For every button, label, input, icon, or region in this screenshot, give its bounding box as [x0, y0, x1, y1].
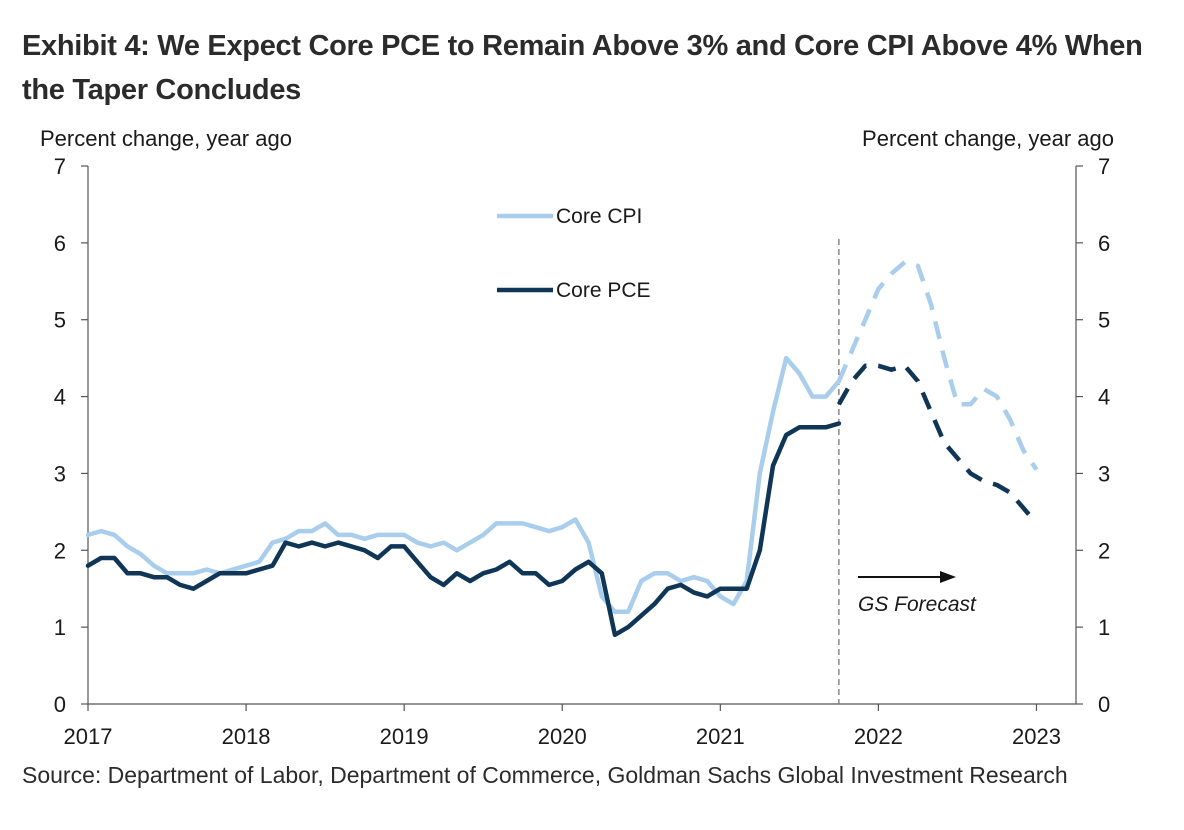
y-tick-label-left: 0 [54, 692, 66, 717]
y-axis-left-label: Percent change, year ago [40, 126, 292, 151]
y-tick-label-right: 5 [1098, 308, 1110, 333]
y-tick-label-right: 6 [1098, 231, 1110, 256]
y-tick-label-right: 7 [1098, 154, 1110, 179]
legend-group: Core CPI Core PCE [497, 205, 651, 302]
x-tick-label: 2021 [696, 724, 745, 749]
y-tick-label-right: 1 [1098, 615, 1110, 640]
y-tick-label-right: 3 [1098, 461, 1110, 486]
x-tick-label: 2017 [64, 724, 113, 749]
forecast-label: GS Forecast [858, 593, 977, 616]
source-note: Source: Department of Labor, Department … [22, 762, 1068, 788]
y-tick-label-right: 0 [1098, 692, 1110, 717]
x-tick-label: 2018 [222, 724, 271, 749]
legend-label: Core PCE [556, 279, 651, 302]
core-cpi-line [85, 355, 842, 615]
x-tick-label: 2020 [538, 724, 587, 749]
y-tick-label-left: 5 [54, 308, 66, 333]
series-group [85, 259, 1039, 638]
forecast-annotation-group: GS Forecast [858, 571, 977, 616]
x-tick-label: 2019 [380, 724, 429, 749]
y-tick-label-right: 4 [1098, 385, 1110, 410]
core-cpi-forecast-line [836, 259, 1039, 471]
axes-group: 0 0 1 1 2 2 3 3 4 4 5 5 6 6 7 7 2017 2018 2019 2020 2021 2022… [40, 126, 1114, 749]
y-tick-label-left: 7 [54, 154, 66, 179]
y-tick-label-left: 6 [54, 231, 66, 256]
y-tick-label-left: 2 [54, 538, 66, 563]
core-pce-line [85, 421, 842, 638]
x-tick-label: 2023 [1012, 724, 1061, 749]
y-tick-label-left: 1 [54, 615, 66, 640]
chart-title: Exhibit 4: We Expect Core PCE to Remain … [22, 30, 1143, 106]
legend-label: Core CPI [556, 205, 642, 228]
core-pce-forecast-line [836, 363, 1039, 525]
forecast-arrow-head [940, 571, 956, 583]
x-tick-label: 2022 [854, 724, 903, 749]
y-tick-label-left: 3 [54, 461, 66, 486]
y-tick-label-right: 2 [1098, 538, 1110, 563]
y-tick-label-left: 4 [54, 385, 66, 410]
y-axis-right-label: Percent change, year ago [862, 126, 1114, 151]
